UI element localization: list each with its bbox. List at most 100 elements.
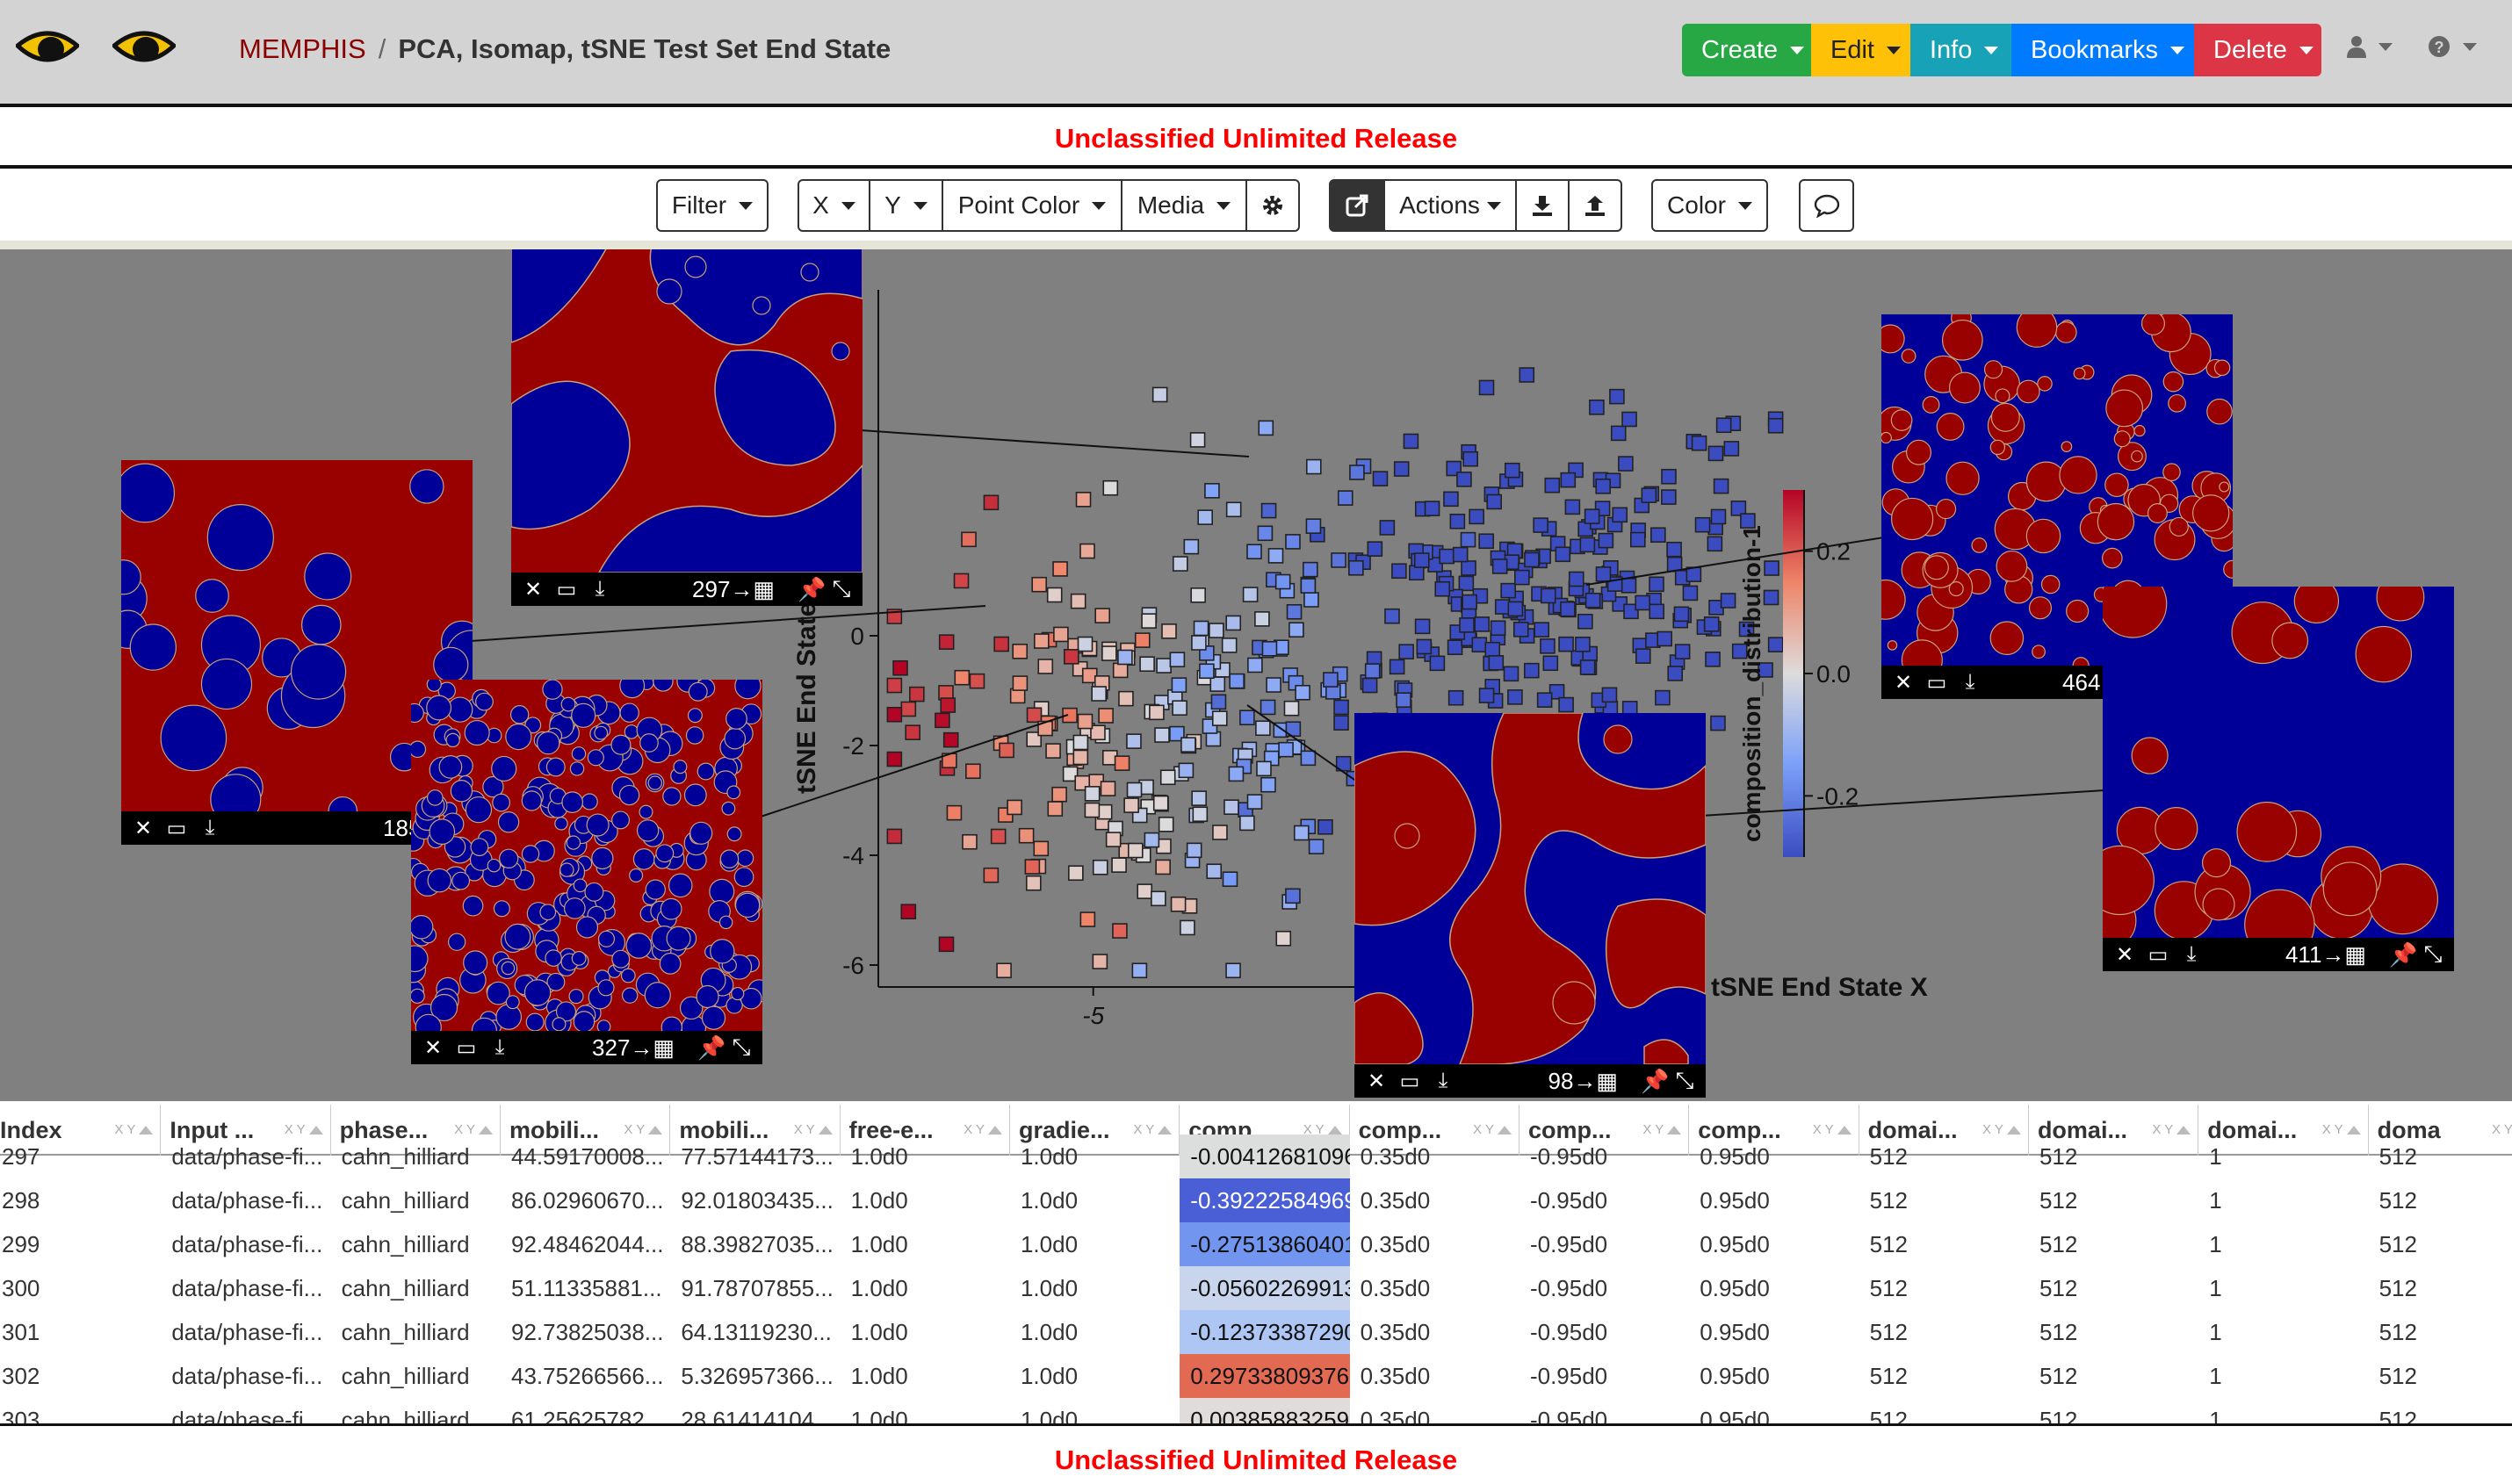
scatter-point[interactable] <box>1424 501 1440 516</box>
scatter-point[interactable] <box>990 828 1007 845</box>
table-cell[interactable]: 300 <box>2 1274 40 1301</box>
table-cell[interactable]: 1.0d0 <box>1020 1318 1079 1345</box>
scatter-point[interactable] <box>1192 806 1209 823</box>
scatter-point[interactable] <box>1469 508 1484 525</box>
scatter-point[interactable] <box>1533 517 1548 533</box>
scatter-point[interactable] <box>1183 538 1200 555</box>
scatter-point[interactable] <box>1610 425 1627 442</box>
sort-icon[interactable] <box>1158 1126 1173 1135</box>
table-cell[interactable]: 1 <box>2209 1318 2222 1345</box>
table-cell[interactable]: 77.57144173... <box>681 1142 834 1170</box>
scatter-point[interactable] <box>1170 896 1187 912</box>
table-cell[interactable]: 0.95d0 <box>1700 1274 1770 1301</box>
scatter-point[interactable] <box>1062 707 1078 724</box>
scatter-point[interactable] <box>1144 832 1160 848</box>
scatter-point[interactable] <box>1544 477 1561 493</box>
scatter-point[interactable] <box>1349 465 1365 480</box>
sort-icon[interactable] <box>2006 1126 2021 1135</box>
scatter-point[interactable] <box>1180 919 1195 936</box>
scatter-point[interactable] <box>1295 684 1310 701</box>
download-button[interactable] <box>1517 179 1570 232</box>
table-cell[interactable]: 64.13119230... <box>681 1318 832 1345</box>
scatter-point[interactable] <box>1710 508 1727 525</box>
table-cell[interactable]: -0.27513860401 <box>1180 1222 1350 1266</box>
scatter-point[interactable] <box>1558 696 1574 713</box>
scatter-point[interactable] <box>1079 911 1096 927</box>
scatter-point[interactable] <box>1403 433 1419 450</box>
column-header[interactable]: phase... X Y <box>331 1105 501 1156</box>
scatter-point[interactable] <box>886 677 903 694</box>
table-cell[interactable]: 512 <box>2039 1406 2078 1424</box>
table-cell[interactable]: -0.95d0 <box>1529 1406 1608 1424</box>
table-cell[interactable]: 0.297338093761 <box>1180 1354 1350 1398</box>
scatter-point[interactable] <box>1471 637 1488 653</box>
filter-button[interactable]: Filter <box>656 179 769 232</box>
scatter-point[interactable] <box>1034 633 1050 649</box>
table-cell[interactable]: 1.0d0 <box>850 1362 908 1389</box>
axis-select-icon[interactable]: X Y <box>624 1122 646 1137</box>
scatter-point[interactable] <box>1007 799 1022 816</box>
scatter-point[interactable] <box>1564 499 1581 515</box>
create-button[interactable]: Create <box>1682 24 1811 76</box>
table-cell[interactable]: 512 <box>2039 1274 2078 1301</box>
scatter-point[interactable] <box>1209 676 1226 692</box>
table-cell[interactable]: 512 <box>2039 1318 2078 1345</box>
scatter-point[interactable] <box>1767 637 1784 652</box>
table-cell[interactable]: 1.0d0 <box>850 1274 908 1301</box>
scatter-point[interactable] <box>1139 656 1155 673</box>
scatter-point[interactable] <box>983 867 1000 883</box>
scatter-point[interactable] <box>1306 458 1322 475</box>
scatter-point[interactable] <box>1323 672 1339 688</box>
table-cell[interactable]: 0.35d0 <box>1360 1186 1431 1214</box>
table-cell[interactable]: 303 <box>2 1406 40 1424</box>
sort-icon[interactable] <box>1497 1126 1512 1135</box>
scatter-point[interactable] <box>1260 776 1276 793</box>
scatter-point[interactable] <box>1367 541 1383 557</box>
table-cell[interactable]: 0.95d0 <box>1700 1362 1770 1389</box>
sort-icon[interactable] <box>2176 1126 2191 1135</box>
scatter-point[interactable] <box>1151 890 1166 907</box>
table-link-icon[interactable]: →▦ <box>630 1034 675 1061</box>
scatter-point[interactable] <box>1682 585 1699 602</box>
column-header[interactable]: mobili... X Y <box>670 1105 841 1156</box>
scatter-point[interactable] <box>1077 636 1094 652</box>
scatter-point[interactable] <box>1767 417 1784 434</box>
scatter-point[interactable] <box>1612 507 1628 523</box>
scatter-point[interactable] <box>1193 620 1209 637</box>
scatter-point[interactable] <box>1630 531 1646 548</box>
scatter-point[interactable] <box>1242 587 1259 602</box>
scatter-point[interactable] <box>1555 546 1571 563</box>
media-button[interactable]: Media <box>1122 179 1247 232</box>
scatter-point[interactable] <box>1111 857 1127 873</box>
scatter-point[interactable] <box>1141 613 1157 629</box>
scatter-point[interactable] <box>935 712 950 729</box>
table-cell[interactable]: 1 <box>2209 1186 2222 1214</box>
table-cell[interactable]: 1.0d0 <box>1020 1362 1079 1389</box>
table-cell[interactable]: 1 <box>2209 1230 2222 1257</box>
scatter-point[interactable] <box>1462 450 1479 467</box>
axis-select-icon[interactable]: X Y <box>2492 1122 2512 1137</box>
scatter-point[interactable] <box>1037 659 1054 674</box>
close-icon[interactable]: ✕ <box>1894 670 1913 695</box>
scatter-point[interactable] <box>1300 578 1317 594</box>
scatter-point[interactable] <box>1154 727 1170 743</box>
axis-select-icon[interactable]: X Y <box>2152 1122 2174 1137</box>
media-panel[interactable]: ✕ ▭ ⤓ 327→▦ 📌 ⤡ <box>411 680 762 1064</box>
table-cell[interactable]: 512 <box>2378 1318 2417 1345</box>
close-icon[interactable]: ✕ <box>523 577 543 602</box>
scatter-point[interactable] <box>1267 548 1284 564</box>
scatter-point[interactable] <box>1458 575 1475 592</box>
scatter-point[interactable] <box>1364 663 1381 679</box>
scatter-point[interactable] <box>1137 883 1153 899</box>
scatter-point[interactable] <box>1189 432 1206 448</box>
scatter-point[interactable] <box>1461 560 1476 576</box>
scatter-point[interactable] <box>1075 492 1092 508</box>
download-icon[interactable]: ⤓ <box>2186 942 2197 966</box>
scatter-point[interactable] <box>1621 578 1637 594</box>
table-cell[interactable]: 512 <box>2378 1142 2417 1170</box>
scatter-point[interactable] <box>1584 592 1601 609</box>
scatter-point[interactable] <box>1758 662 1773 678</box>
media-image[interactable] <box>2103 587 2454 938</box>
scatter-point[interactable] <box>1703 616 1720 632</box>
table-cell[interactable]: data/phase-fi... <box>171 1406 323 1424</box>
